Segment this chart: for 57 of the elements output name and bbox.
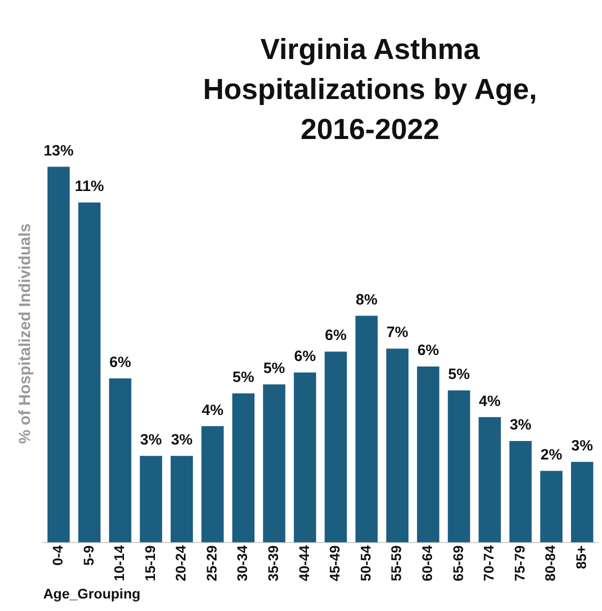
- bar: [448, 390, 470, 542]
- x-tick-label: 70-74: [480, 545, 497, 582]
- x-axis-title: Age_Grouping: [43, 585, 140, 602]
- bar: [140, 456, 162, 542]
- bar: [109, 378, 132, 542]
- data-label: 7%: [386, 324, 408, 342]
- x-tick-label: 25-29: [203, 545, 220, 582]
- x-tick-label: 5-9: [80, 545, 96, 566]
- bar: [417, 366, 440, 542]
- bar: [509, 441, 532, 542]
- bar: [478, 417, 501, 542]
- data-label: 3%: [170, 432, 193, 449]
- x-tick-label: 45-49: [326, 545, 343, 582]
- bar: [232, 393, 255, 542]
- bar: [571, 462, 594, 542]
- data-label: 5%: [448, 366, 470, 383]
- x-tick-label: 0-4: [49, 545, 66, 566]
- bar: [355, 316, 378, 542]
- x-tick-label: 60-64: [419, 545, 436, 582]
- x-tick-label: 10-14: [111, 545, 128, 582]
- bar: [386, 348, 408, 542]
- data-label: 5%: [263, 360, 286, 378]
- chart-title: Virginia Asthma Hospitalizations by Age, 2016-2022: [202, 33, 538, 148]
- bar: [170, 456, 193, 542]
- data-label: 11%: [74, 178, 104, 196]
- data-label: 13%: [44, 142, 74, 160]
- data-label: 6%: [294, 348, 316, 366]
- data-label: 2%: [540, 446, 562, 464]
- x-tick-label: 55-59: [388, 545, 404, 582]
- bar: [294, 372, 316, 542]
- x-tick-label: 40-44: [296, 545, 312, 582]
- x-tick-label: 80-84: [542, 545, 558, 582]
- x-tick-label: 50-54: [357, 545, 374, 582]
- data-label: 5%: [232, 368, 254, 386]
- data-label: 8%: [356, 291, 378, 308]
- x-tick-label: 30-34: [234, 545, 250, 582]
- data-label: 3%: [140, 432, 162, 449]
- x-tick-label: 20-24: [172, 545, 189, 582]
- x-tick-label: 35-39: [265, 545, 282, 582]
- data-label: 3%: [510, 416, 532, 434]
- bar: [324, 352, 347, 542]
- data-label: 4%: [202, 402, 224, 419]
- bar: [47, 166, 70, 542]
- bar: [263, 384, 286, 542]
- x-tick-label: 15-19: [142, 545, 158, 582]
- bar: [78, 202, 101, 542]
- data-label: 6%: [417, 342, 440, 360]
- data-label: 6%: [109, 354, 132, 372]
- y-axis-title: % of Hospitalized Individuals: [17, 223, 34, 444]
- data-label: 4%: [478, 392, 501, 410]
- x-tick-label: 85+: [573, 545, 590, 570]
- x-tick-label: 75-79: [511, 545, 528, 582]
- bar: [540, 470, 562, 542]
- data-label: 6%: [324, 327, 347, 344]
- data-label: 3%: [571, 438, 593, 455]
- x-tick-label: 65-69: [450, 545, 466, 582]
- bar: [201, 426, 224, 542]
